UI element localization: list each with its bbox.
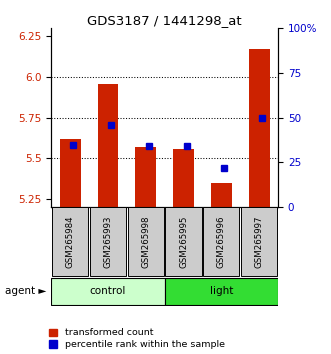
Bar <box>90 207 126 276</box>
Text: GSM265993: GSM265993 <box>104 215 113 268</box>
Text: GSM265997: GSM265997 <box>255 215 264 268</box>
Bar <box>135 147 156 207</box>
Bar <box>60 139 80 207</box>
Bar <box>165 278 278 305</box>
Bar <box>241 207 277 276</box>
Bar <box>51 278 165 305</box>
Bar <box>98 84 118 207</box>
Text: light: light <box>210 286 233 296</box>
Bar <box>128 207 164 276</box>
Text: control: control <box>90 286 126 296</box>
Bar <box>52 207 88 276</box>
Text: GSM265996: GSM265996 <box>217 215 226 268</box>
Bar <box>203 207 240 276</box>
Legend: transformed count, percentile rank within the sample: transformed count, percentile rank withi… <box>49 329 224 349</box>
Text: agent ►: agent ► <box>5 286 46 296</box>
Bar <box>211 183 232 207</box>
Text: GSM265995: GSM265995 <box>179 215 188 268</box>
Bar <box>166 207 202 276</box>
Text: GSM265998: GSM265998 <box>141 215 150 268</box>
Text: GSM265984: GSM265984 <box>66 215 75 268</box>
Bar <box>249 50 269 207</box>
Bar <box>173 149 194 207</box>
Title: GDS3187 / 1441298_at: GDS3187 / 1441298_at <box>87 14 242 27</box>
